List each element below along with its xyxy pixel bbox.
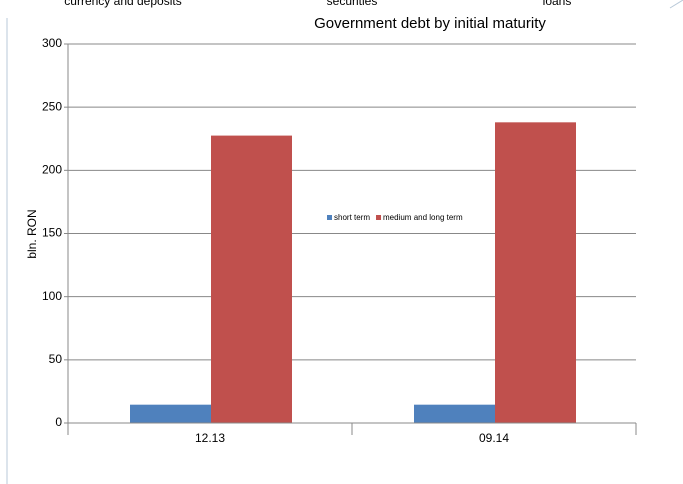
y-tick-label: 300 [42,36,62,50]
legend-swatch [327,215,332,220]
header-label: securities [327,0,378,8]
legend-swatch [376,215,382,220]
bar [130,404,211,423]
y-tick-label: 0 [55,415,62,429]
bar [495,122,576,424]
header-label: loans [543,0,572,8]
y-tick-label: 200 [42,163,62,177]
x-tick-label: 12.13 [195,431,225,445]
y-axis-label: bln. RON [25,209,39,258]
y-tick-label: 100 [42,289,62,303]
bar [414,404,495,423]
legend-label: medium and long term [383,213,463,222]
chart-title: Government debt by initial maturity [314,15,546,32]
x-tick-label: 09.14 [479,431,509,445]
bar [211,135,292,423]
y-tick-label: 250 [42,99,62,113]
y-tick-label: 150 [42,226,62,240]
frame-corner [669,0,683,9]
header-label: currency and deposits [64,0,181,8]
y-tick-label: 50 [49,352,63,366]
legend-label: short term [334,213,370,222]
